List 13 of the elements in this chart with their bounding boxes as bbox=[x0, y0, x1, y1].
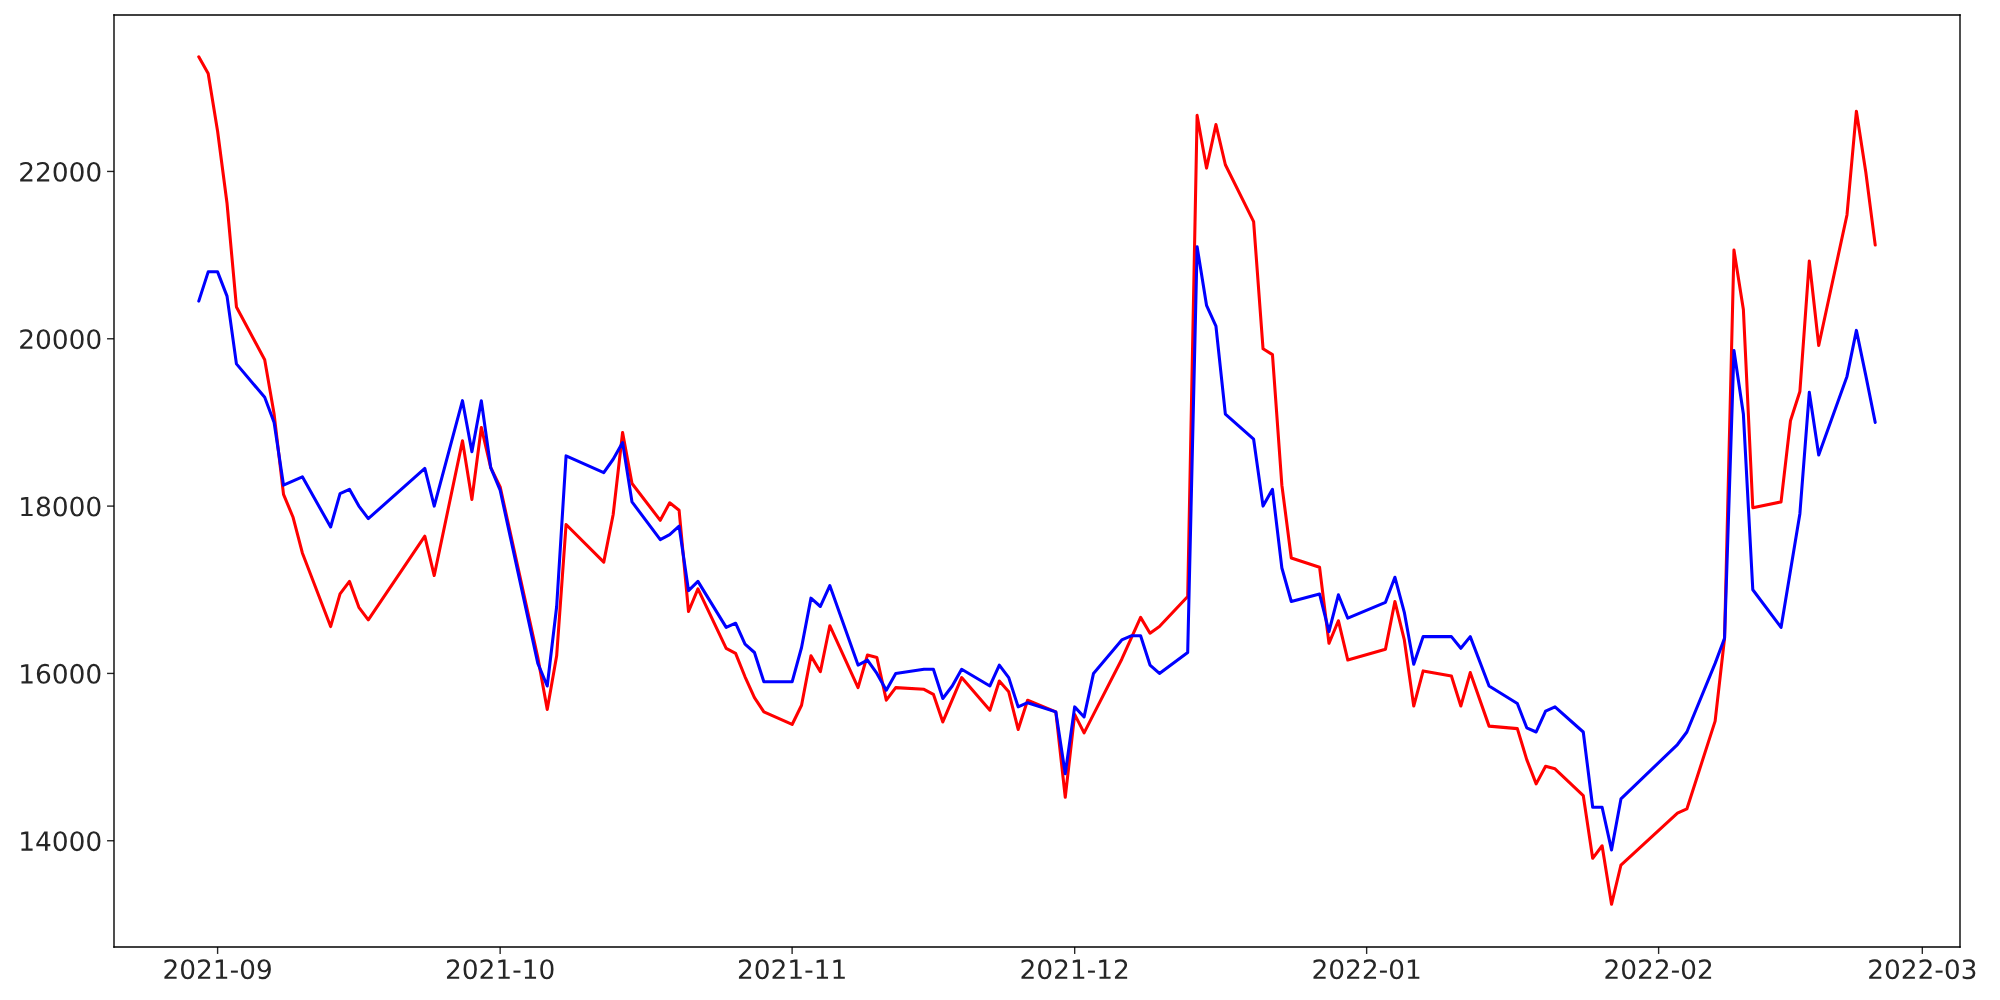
y-tick-label: 16000 bbox=[21, 663, 101, 684]
y-tick-label: 20000 bbox=[20, 329, 101, 350]
y-tick-label: 18000 bbox=[21, 496, 101, 517]
x-tick-label: 2021-11 bbox=[738, 959, 845, 980]
x-tick-label: 2022-01 bbox=[1313, 959, 1420, 980]
x-tick-label: 2021-12 bbox=[1021, 959, 1128, 980]
x-tick-label: 2022-02 bbox=[1605, 959, 1712, 980]
x-tick-label: 2021-10 bbox=[446, 959, 554, 980]
x-tick-label: 2022-03 bbox=[1869, 959, 1976, 980]
x-tick-label: 2021-09 bbox=[164, 959, 271, 980]
y-tick-label: 14000 bbox=[21, 831, 101, 852]
line-series bbox=[197, 245, 1877, 852]
y-tick-label: 22000 bbox=[20, 161, 101, 182]
